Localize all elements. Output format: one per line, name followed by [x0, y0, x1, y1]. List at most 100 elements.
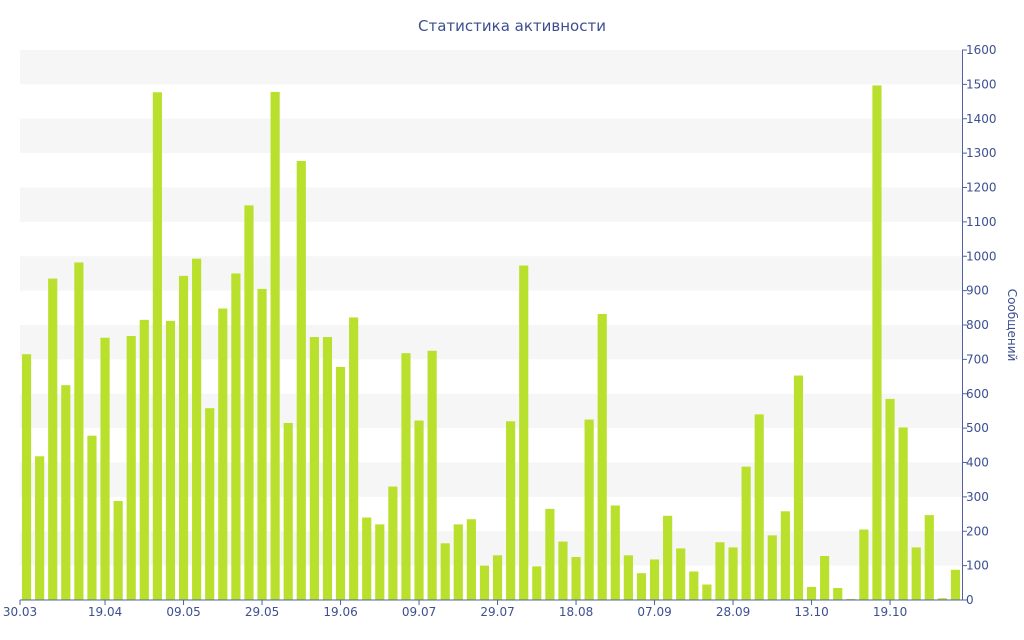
bar: [61, 385, 71, 600]
bar: [859, 529, 869, 600]
bar: [793, 375, 804, 600]
bar: [636, 573, 647, 600]
bar: [924, 515, 934, 600]
y-tick-label: 1200: [966, 181, 997, 195]
x-tick-label: 09.07: [402, 605, 436, 619]
bar: [375, 524, 385, 601]
bar: [820, 556, 830, 600]
y-tick-label: 200: [966, 524, 989, 538]
y-tick-label: 1000: [966, 249, 997, 263]
y-tick-label: 1400: [966, 112, 997, 126]
y-tick-label: 1600: [966, 43, 997, 57]
bar: [571, 557, 581, 600]
bar: [218, 308, 228, 600]
x-tick-label: 18.08: [559, 605, 593, 619]
bar: [48, 278, 58, 600]
grid-band: [20, 118, 962, 154]
x-tick-label: 29.05: [245, 605, 279, 619]
bar: [950, 569, 961, 600]
bar: [362, 517, 372, 600]
x-tick-label: 19.06: [323, 605, 357, 619]
grid-band: [20, 462, 962, 497]
bar: [911, 547, 921, 600]
bar: [453, 524, 463, 601]
y-tick-label: 800: [966, 318, 989, 332]
bar: [414, 420, 424, 600]
y-tick-label: 1300: [966, 146, 997, 160]
x-tick-label: 09.05: [166, 605, 200, 619]
grid-band: [20, 50, 962, 85]
bar: [427, 350, 437, 600]
y-tick-label: 600: [966, 387, 989, 401]
bars: [21, 85, 961, 601]
bar: [466, 519, 476, 600]
x-tick-label: 30.03: [3, 605, 37, 619]
bar: [479, 565, 490, 601]
grid-band: [20, 325, 962, 360]
bar: [349, 317, 359, 600]
bar: [676, 548, 686, 600]
bar: [388, 486, 398, 600]
x-tick-label: 28.09: [716, 605, 750, 619]
grid-band: [20, 256, 962, 291]
bar: [741, 466, 751, 601]
bar: [309, 337, 319, 600]
y-tick-label: 700: [966, 352, 989, 366]
bar: [715, 542, 725, 600]
bar: [492, 555, 503, 600]
grid-bands: [20, 50, 962, 566]
bar: [610, 505, 620, 600]
bar: [702, 584, 712, 600]
bar: [35, 456, 45, 600]
y-tick-label: 300: [966, 490, 989, 504]
bar: [663, 515, 673, 600]
bar: [545, 508, 555, 600]
bar: [937, 598, 947, 600]
bar: [296, 161, 306, 600]
bar: [244, 205, 254, 601]
bar: [558, 541, 568, 600]
bar: [283, 422, 293, 600]
bar: [506, 421, 516, 600]
x-tick-label: 29.07: [480, 605, 514, 619]
bar: [846, 598, 856, 600]
x-tick-label: 07.09: [637, 605, 671, 619]
y-tick-label: 1100: [966, 215, 997, 229]
grid-band: [20, 531, 962, 566]
y-tick-label: 500: [966, 421, 989, 435]
bar: [780, 511, 790, 600]
bar: [532, 566, 542, 600]
y-tick-label: 100: [966, 559, 989, 573]
bar: [178, 275, 189, 600]
bar: [113, 501, 123, 600]
bar: [87, 435, 97, 600]
chart-title: Статистика активности: [418, 17, 606, 35]
bar: [872, 85, 882, 600]
bar: [74, 262, 84, 600]
bar: [689, 571, 699, 600]
y-axis-title: Сообщений: [1005, 289, 1019, 362]
bar: [754, 414, 764, 601]
grid-band: [20, 187, 962, 222]
bar: [885, 398, 895, 600]
bar: [584, 419, 594, 600]
bar: [728, 547, 738, 600]
y-ticks: 0 100 200 300 400 500 600 700 800 900 1000 1100 1200…: [962, 43, 997, 607]
bar: [898, 427, 908, 600]
y-tick-label: 900: [966, 284, 989, 298]
bar: [401, 353, 411, 600]
bar: [139, 319, 149, 600]
bar: [623, 555, 633, 600]
bar: [257, 288, 267, 600]
bar: [152, 92, 162, 600]
bar: [597, 314, 607, 600]
bar: [126, 336, 136, 600]
grid-band: [20, 393, 962, 429]
bar: [270, 91, 280, 600]
bar: [192, 258, 202, 600]
bar: [767, 535, 777, 601]
bar: [165, 320, 176, 601]
bar: [100, 337, 110, 600]
